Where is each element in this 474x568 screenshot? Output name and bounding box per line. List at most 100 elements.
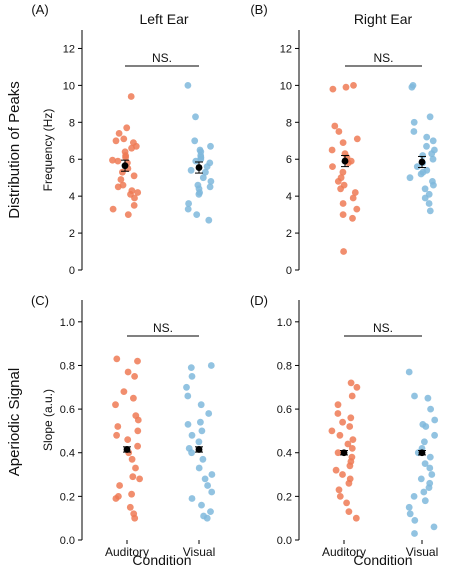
data-point-visual [405, 368, 413, 376]
data-point-auditory [109, 205, 117, 213]
data-point-auditory [353, 135, 361, 143]
data-point-visual [406, 510, 414, 518]
y-tick-label: 10 [63, 80, 75, 92]
data-point-visual [427, 405, 434, 413]
data-point-visual [426, 207, 434, 215]
significance-label: NS. [373, 321, 393, 335]
data-point-auditory [112, 137, 120, 145]
data-point-visual [408, 83, 416, 91]
y-tick-label: 0.4 [277, 448, 292, 460]
data-point-auditory [349, 194, 357, 202]
y-tick-label: 12 [280, 43, 292, 55]
data-point-visual [188, 449, 196, 457]
col-title-right: Right Ear [354, 11, 413, 27]
mean-marker [418, 449, 426, 457]
data-point-visual [184, 421, 192, 428]
data-point-auditory [114, 157, 122, 165]
data-point-auditory [115, 130, 123, 137]
y-tick-label: 2 [286, 228, 292, 240]
data-point-auditory [335, 128, 343, 135]
data-point-auditory [130, 394, 137, 402]
data-point-visual [207, 142, 214, 150]
y-tick-label: 0.6 [277, 404, 292, 416]
data-point-auditory [346, 423, 354, 430]
data-point-auditory [128, 187, 136, 195]
data-point-visual [188, 431, 196, 439]
data-point-auditory [122, 154, 129, 161]
data-point-auditory [128, 455, 136, 463]
data-point-auditory [329, 163, 336, 171]
data-point-visual [411, 517, 419, 524]
y-tick-label: 0.0 [60, 535, 75, 547]
significance-label: NS. [152, 51, 172, 65]
data-point-auditory [113, 355, 121, 363]
data-point-auditory [112, 401, 119, 409]
data-point-visual [417, 170, 425, 178]
data-point-auditory [337, 185, 344, 193]
data-point-auditory [334, 178, 342, 185]
y-tick-label: 1.0 [60, 317, 75, 329]
data-point-visual [405, 503, 413, 511]
data-point-visual [192, 113, 199, 121]
y-tick-label: 8 [286, 117, 292, 129]
data-point-auditory [339, 418, 346, 426]
data-point-visual [203, 163, 211, 171]
data-point-visual [413, 163, 421, 171]
data-point-auditory [119, 168, 126, 176]
panel-d: (D) 0.0 0.2 0.4 0.6 0.8 1.0 NS. Auditory Visual [250, 293, 438, 559]
data-point-visual [192, 157, 200, 165]
data-point-auditory [114, 423, 122, 430]
data-point-auditory [130, 202, 138, 209]
data-point-auditory [120, 135, 128, 143]
data-point-auditory [347, 414, 355, 422]
data-point-visual [429, 137, 437, 145]
x-tick-label: Auditory [322, 545, 366, 559]
y-tick-label: 0 [286, 265, 292, 277]
data-point-visual [422, 423, 430, 430]
panel-a: (A) 0 2 4 6 8 10 12 Frequency (Hz) NS. [31, 2, 215, 277]
data-point-visual [421, 460, 429, 467]
data-point-visual [204, 482, 212, 489]
y-tick-label: 0.2 [277, 491, 292, 503]
data-point-visual [410, 128, 418, 135]
y-tick-label: 6 [69, 154, 75, 166]
panel-label: (B) [250, 2, 267, 17]
y-tick-label: 0.8 [277, 360, 292, 372]
data-point-visual [184, 392, 192, 400]
data-point-visual [197, 401, 205, 409]
data-point-auditory [112, 495, 120, 502]
data-point-visual [426, 464, 434, 472]
data-point-auditory [123, 124, 131, 132]
data-point-visual [206, 183, 214, 191]
row-title-aperiodic: Aperiodic Signal [6, 368, 23, 476]
data-point-auditory [334, 401, 342, 409]
panel-label: (C) [31, 293, 49, 308]
data-point-auditory [345, 479, 353, 487]
y-tick-label: 4 [69, 191, 75, 203]
data-point-auditory [131, 373, 139, 380]
y-tick-label: 0.0 [277, 535, 292, 547]
data-point-visual [425, 484, 433, 491]
data-point-visual [195, 190, 203, 198]
mean-marker [341, 157, 349, 165]
data-point-visual [208, 488, 216, 496]
data-point-visual [184, 82, 192, 89]
data-point-auditory [134, 357, 141, 365]
data-point-visual [417, 475, 425, 483]
data-point-visual [410, 118, 418, 126]
data-point-auditory [347, 379, 355, 387]
data-point-auditory [329, 85, 337, 93]
data-point-visual [428, 471, 436, 478]
data-point-auditory [348, 445, 356, 452]
data-point-visual [187, 364, 195, 371]
data-point-auditory [132, 464, 139, 472]
data-point-auditory [109, 156, 116, 164]
data-point-auditory [344, 440, 352, 448]
data-point-auditory [114, 183, 122, 191]
data-point-visual [188, 495, 196, 502]
data-point-visual [426, 113, 434, 121]
data-point-auditory [134, 189, 142, 196]
data-point-visual [428, 150, 436, 158]
data-point-visual [195, 464, 203, 472]
data-point-visual [185, 200, 193, 207]
